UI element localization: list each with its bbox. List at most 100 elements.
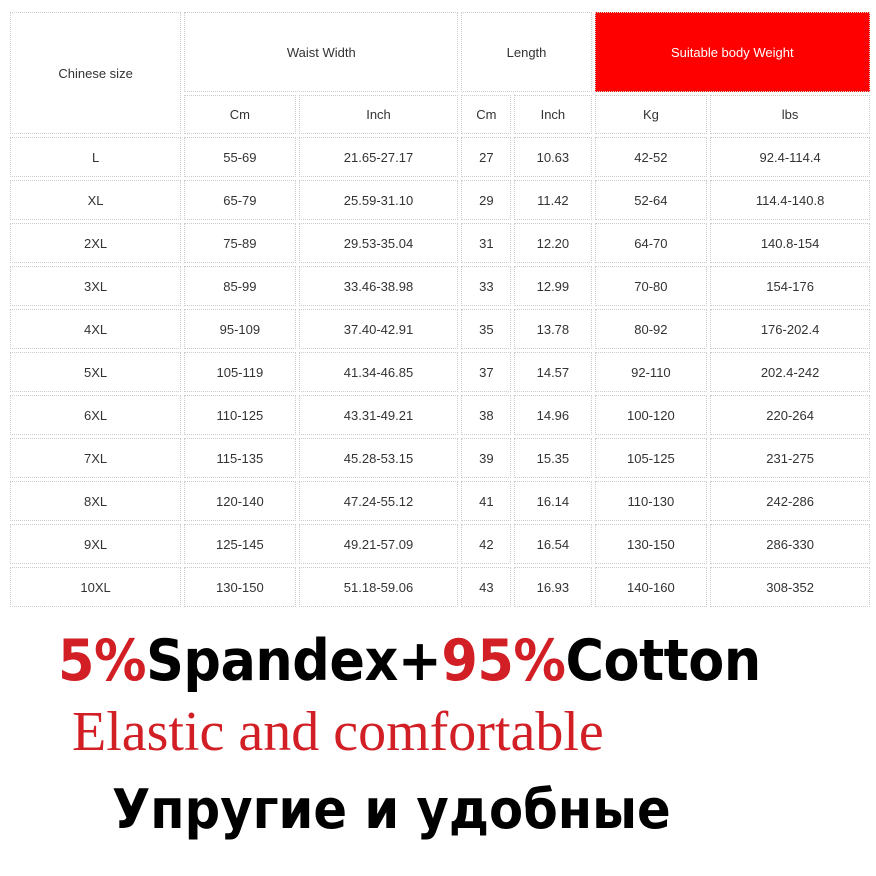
value-cell: 25.59-31.10 bbox=[298, 180, 459, 220]
size-cell: 3XL bbox=[10, 266, 182, 306]
value-cell: 105-125 bbox=[594, 438, 708, 478]
value-cell: 43 bbox=[461, 567, 512, 607]
table-row: 2XL 75-89 29.53-35.04 31 12.20 64-70 140.8-154 bbox=[10, 223, 870, 263]
value-cell: 231-275 bbox=[710, 438, 870, 478]
size-cell: 2XL bbox=[10, 223, 182, 263]
table-row: 7XL 115-135 45.28-53.15 39 15.35 105-125 231-2… bbox=[10, 438, 870, 478]
value-cell: 115-135 bbox=[184, 438, 296, 478]
size-cell: 10XL bbox=[10, 567, 182, 607]
spandex-percent: 5% bbox=[58, 628, 147, 694]
value-cell: 286-330 bbox=[710, 524, 870, 564]
value-cell: 21.65-27.17 bbox=[298, 137, 459, 177]
unit-header: Kg bbox=[594, 95, 708, 134]
table-row: 6XL 110-125 43.31-49.21 38 14.96 100-120 220-2… bbox=[10, 395, 870, 435]
value-cell: 10.63 bbox=[514, 137, 592, 177]
unit-header: lbs bbox=[710, 95, 870, 134]
header-waist-width: Waist Width bbox=[184, 12, 459, 92]
size-cell: XL bbox=[10, 180, 182, 220]
value-cell: 140-160 bbox=[594, 567, 708, 607]
value-cell: 37 bbox=[461, 352, 512, 392]
fabric-composition: 5%Spandex+95%Cotton bbox=[58, 628, 864, 694]
value-cell: 43.31-49.21 bbox=[298, 395, 459, 435]
value-cell: 130-150 bbox=[184, 567, 296, 607]
value-cell: 75-89 bbox=[184, 223, 296, 263]
value-cell: 33 bbox=[461, 266, 512, 306]
value-cell: 110-130 bbox=[594, 481, 708, 521]
value-cell: 308-352 bbox=[710, 567, 870, 607]
unit-header: Inch bbox=[298, 95, 459, 134]
value-cell: 154-176 bbox=[710, 266, 870, 306]
value-cell: 85-99 bbox=[184, 266, 296, 306]
value-cell: 120-140 bbox=[184, 481, 296, 521]
unit-header: Cm bbox=[461, 95, 512, 134]
table-row: 4XL 95-109 37.40-42.91 35 13.78 80-92 176-202.… bbox=[10, 309, 870, 349]
tagline-russian: Упругие и удобные bbox=[112, 778, 671, 841]
tagline-english: Elastic and comfortable bbox=[72, 701, 604, 763]
size-cell: 8XL bbox=[10, 481, 182, 521]
value-cell: 37.40-42.91 bbox=[298, 309, 459, 349]
header-body-weight: Suitable body Weight bbox=[594, 12, 870, 92]
table-row: 9XL 125-145 49.21-57.09 42 16.54 130-150 286-3… bbox=[10, 524, 870, 564]
cotton-percent: 95% bbox=[441, 628, 566, 694]
value-cell: 176-202.4 bbox=[710, 309, 870, 349]
value-cell: 42 bbox=[461, 524, 512, 564]
size-cell: 5XL bbox=[10, 352, 182, 392]
value-cell: 31 bbox=[461, 223, 512, 263]
size-cell: 4XL bbox=[10, 309, 182, 349]
header-length: Length bbox=[461, 12, 592, 92]
value-cell: 80-92 bbox=[594, 309, 708, 349]
table-row: L 55-69 21.65-27.17 27 10.63 42-52 92.4-114.4 bbox=[10, 137, 870, 177]
value-cell: 11.42 bbox=[514, 180, 592, 220]
value-cell: 92-110 bbox=[594, 352, 708, 392]
size-cell: L bbox=[10, 137, 182, 177]
unit-header: Inch bbox=[514, 95, 592, 134]
value-cell: 15.35 bbox=[514, 438, 592, 478]
value-cell: 70-80 bbox=[594, 266, 708, 306]
value-cell: 16.14 bbox=[514, 481, 592, 521]
value-cell: 45.28-53.15 bbox=[298, 438, 459, 478]
value-cell: 16.54 bbox=[514, 524, 592, 564]
value-cell: 52-64 bbox=[594, 180, 708, 220]
value-cell: 42-52 bbox=[594, 137, 708, 177]
value-cell: 12.20 bbox=[514, 223, 592, 263]
value-cell: 65-79 bbox=[184, 180, 296, 220]
value-cell: 202.4-242 bbox=[710, 352, 870, 392]
value-cell: 95-109 bbox=[184, 309, 296, 349]
unit-header: Cm bbox=[184, 95, 296, 134]
header-chinese-size: Chinese size bbox=[10, 12, 182, 134]
value-cell: 41.34-46.85 bbox=[298, 352, 459, 392]
size-cell: 9XL bbox=[10, 524, 182, 564]
table-row: 8XL 120-140 47.24-55.12 41 16.14 110-130 242-2… bbox=[10, 481, 870, 521]
cotton-label: Cotton bbox=[565, 628, 761, 694]
size-chart-table: Chinese size Waist Width Length Suitable… bbox=[7, 9, 873, 610]
value-cell: 242-286 bbox=[710, 481, 870, 521]
value-cell: 220-264 bbox=[710, 395, 870, 435]
value-cell: 49.21-57.09 bbox=[298, 524, 459, 564]
value-cell: 51.18-59.06 bbox=[298, 567, 459, 607]
value-cell: 55-69 bbox=[184, 137, 296, 177]
value-cell: 100-120 bbox=[594, 395, 708, 435]
value-cell: 110-125 bbox=[184, 395, 296, 435]
value-cell: 64-70 bbox=[594, 223, 708, 263]
value-cell: 27 bbox=[461, 137, 512, 177]
spandex-label: Spandex+ bbox=[146, 628, 442, 694]
value-cell: 29.53-35.04 bbox=[298, 223, 459, 263]
value-cell: 14.57 bbox=[514, 352, 592, 392]
value-cell: 114.4-140.8 bbox=[710, 180, 870, 220]
value-cell: 35 bbox=[461, 309, 512, 349]
table-row: 3XL 85-99 33.46-38.98 33 12.99 70-80 154-176 bbox=[10, 266, 870, 306]
value-cell: 105-119 bbox=[184, 352, 296, 392]
value-cell: 92.4-114.4 bbox=[710, 137, 870, 177]
value-cell: 16.93 bbox=[514, 567, 592, 607]
table-row: 5XL 105-119 41.34-46.85 37 14.57 92-110 202.4-… bbox=[10, 352, 870, 392]
value-cell: 29 bbox=[461, 180, 512, 220]
value-cell: 33.46-38.98 bbox=[298, 266, 459, 306]
value-cell: 13.78 bbox=[514, 309, 592, 349]
value-cell: 39 bbox=[461, 438, 512, 478]
table-row: XL 65-79 25.59-31.10 29 11.42 52-64 114.4-140.… bbox=[10, 180, 870, 220]
value-cell: 125-145 bbox=[184, 524, 296, 564]
size-cell: 6XL bbox=[10, 395, 182, 435]
value-cell: 140.8-154 bbox=[710, 223, 870, 263]
table-row: 10XL 130-150 51.18-59.06 43 16.93 140-160 308-… bbox=[10, 567, 870, 607]
value-cell: 38 bbox=[461, 395, 512, 435]
